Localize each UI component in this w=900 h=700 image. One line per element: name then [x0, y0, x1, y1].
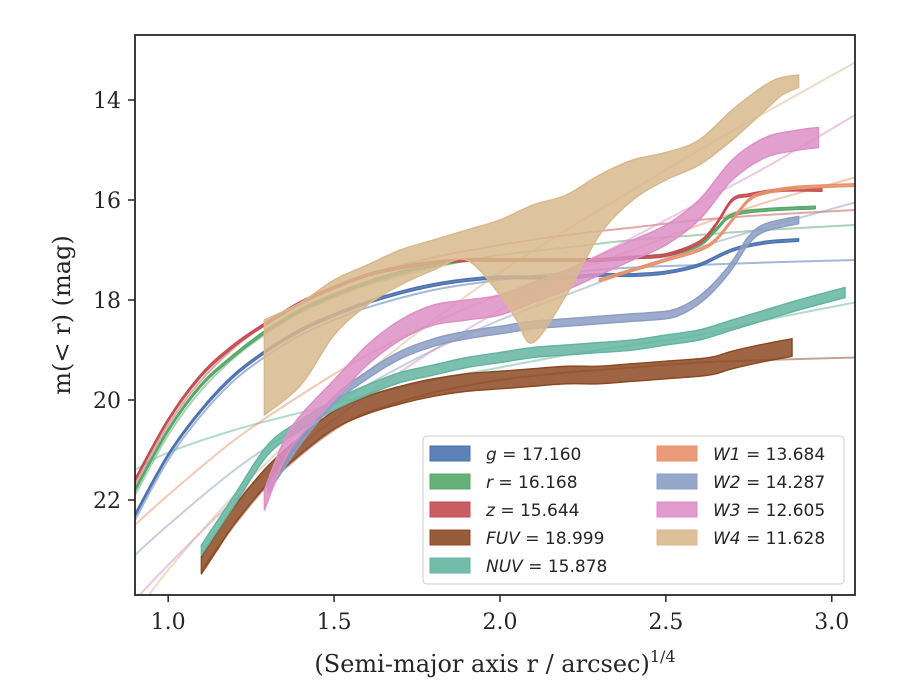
- legend-label-fuv: FUV = 18.999: [486, 529, 604, 549]
- x-tick-label: 3.0: [814, 610, 849, 635]
- legend-var-nuv: NUV: [486, 557, 524, 577]
- legend-var-w2: W2: [713, 473, 741, 493]
- plot-frame: [134, 34, 856, 596]
- legend-var-fuv: FUV: [486, 529, 521, 549]
- legend-label-z: z = 15.644: [485, 501, 579, 521]
- band-fuv-18-999: [200, 338, 793, 575]
- legend-swatch-r: [429, 473, 471, 490]
- legend-var-z: z: [485, 501, 496, 521]
- band-w3-12-605: [263, 126, 820, 511]
- legend-value-g: = 17.160: [497, 445, 582, 465]
- legend-value-w1: = 13.684: [741, 445, 826, 465]
- x-tick-label: 1.0: [151, 610, 186, 635]
- legend-value-nuv: = 15.878: [523, 557, 608, 577]
- band-w1-13-684: [598, 183, 855, 283]
- legend-swatch-w4: [656, 529, 698, 546]
- legend-label-w3: W3 = 12.605: [713, 501, 825, 521]
- band-w2-14-287: [266, 215, 800, 495]
- y-axis-title: m(< r) (mag): [48, 235, 76, 394]
- x-axis-title-text: (Semi-major axis r / arcsec): [314, 650, 649, 678]
- legend-value-z: = 15.644: [495, 501, 580, 521]
- legend-var-w4: W4: [713, 529, 741, 549]
- legend-swatch-w3: [656, 501, 698, 518]
- legend-value-w4: = 11.628: [741, 529, 826, 549]
- legend-value-r: = 16.168: [493, 473, 578, 493]
- x-tick-label: 2.0: [482, 610, 517, 635]
- legend-swatch-z: [429, 501, 471, 518]
- x-axis-ticks: 1.0 1.5 2.0 2.5 3.0: [151, 595, 849, 635]
- legend-value-w2: = 14.287: [741, 473, 826, 493]
- legend-label-nuv: NUV = 15.878: [486, 557, 607, 577]
- y-tick-label: 14: [93, 89, 121, 114]
- band-w4-11-628: [263, 74, 800, 416]
- y-tick-label: 22: [93, 489, 121, 514]
- x-tick-label: 2.5: [648, 610, 683, 635]
- legend-box: [422, 435, 845, 585]
- x-axis-title-exponent: 1/4: [650, 647, 676, 666]
- legend-var-r: r: [486, 473, 494, 493]
- legend-label-w1: W1 = 13.684: [713, 445, 825, 465]
- legend-swatch-w1: [656, 445, 698, 462]
- legend-value-w3: = 12.605: [741, 501, 826, 521]
- y-tick-label: 18: [93, 289, 121, 314]
- profile-bands: [135, 74, 855, 575]
- legend-var-g: g: [486, 445, 497, 465]
- legend-swatch-nuv: [429, 557, 471, 574]
- legend-swatch-g: [429, 445, 471, 462]
- y-axis-ticks: 14 16 18 20 22: [93, 89, 135, 514]
- legend-value-fuv: = 18.999: [520, 529, 605, 549]
- legend-label-w4: W4 = 11.628: [713, 529, 825, 549]
- legend-var-w3: W3: [713, 501, 741, 521]
- legend-label-w2: W2 = 14.287: [713, 473, 825, 493]
- legend-var-w1: W1: [713, 445, 741, 465]
- band-nuv-15-878: [200, 286, 846, 556]
- x-tick-label: 1.5: [317, 610, 352, 635]
- legend-swatch-fuv: [429, 529, 471, 546]
- legend-swatch-w2: [656, 473, 698, 490]
- legend-label-r: r = 16.168: [486, 473, 578, 493]
- legend-label-g: g = 17.160: [486, 445, 581, 465]
- y-tick-label: 16: [93, 189, 121, 214]
- y-tick-label: 20: [93, 389, 121, 414]
- x-axis-title: (Semi-major axis r / arcsec)1/4: [314, 647, 675, 678]
